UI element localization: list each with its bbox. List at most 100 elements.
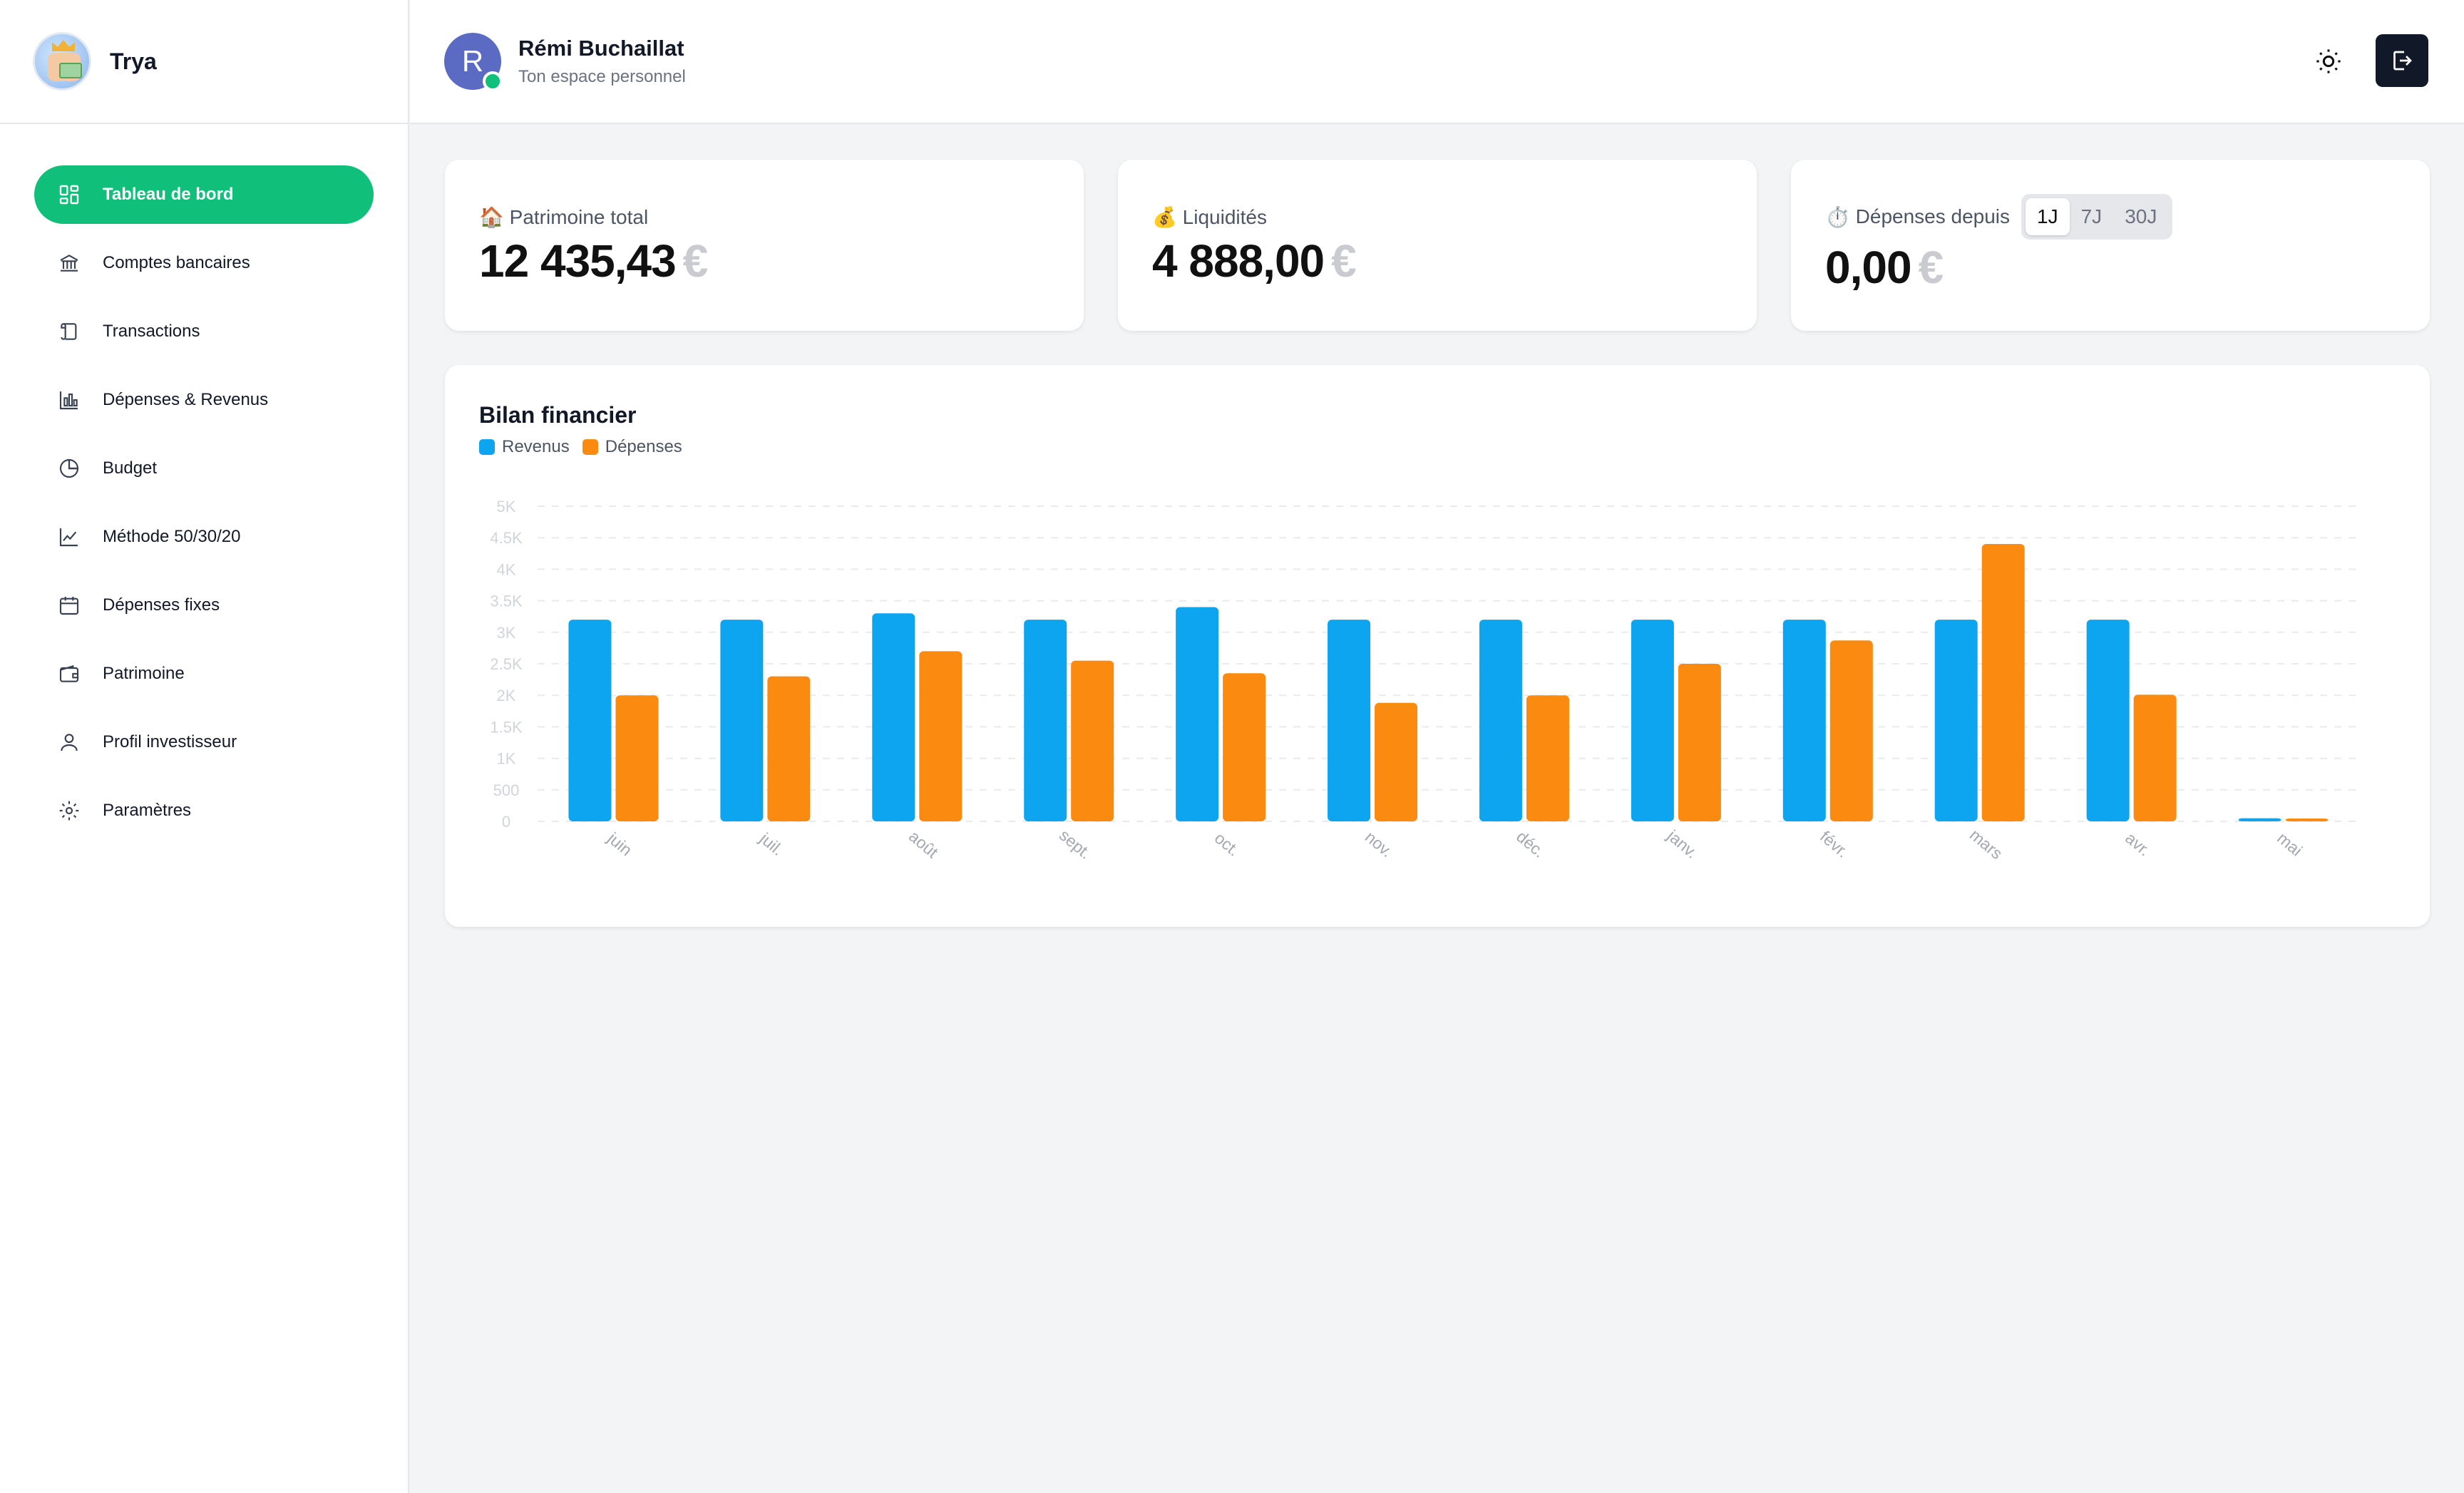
kpi-value: 4 888,00 [1152, 235, 1325, 287]
sidebar-item-label: Patrimoine [103, 664, 185, 683]
sidebar-item-patrimoine[interactable]: Patrimoine [34, 645, 374, 703]
sidebar-item-label: Paramètres [103, 801, 192, 820]
bar-depenses [1375, 702, 1418, 821]
bar-revenus [1631, 620, 1674, 821]
sidebar-item-label: Profil investisseur [103, 732, 237, 751]
stopwatch-emoji-icon: ⏱️ [1825, 205, 1850, 228]
kpi-label-row: 🏠 Patrimoine total [479, 205, 1084, 229]
money-bag-emoji-icon: 💰 [1152, 206, 1177, 228]
top-header: R Rémi Buchaillat Ton espace personnel [410, 0, 2464, 124]
y-tick-label: 1.5K [490, 718, 523, 736]
gear-icon [57, 799, 81, 823]
sidebar-item-label: Transactions [103, 322, 200, 341]
kpi-card-patrimoine: 🏠 Patrimoine total 12 435,43 € [445, 160, 1084, 331]
period-selector: 1J 7J 30J [2021, 194, 2173, 240]
online-status-dot [483, 71, 503, 91]
x-tick-label: juil. [756, 828, 787, 859]
x-tick-label: mai [2274, 828, 2306, 860]
sidebar-item-budget[interactable]: Budget [34, 439, 374, 498]
dashboard-icon [57, 183, 81, 207]
bar-depenses [1829, 640, 1873, 821]
chart-legend: Revenus Dépenses [479, 437, 2430, 457]
logout-icon [2393, 51, 2412, 71]
x-tick-label: août [905, 827, 942, 862]
brand-name: Trya [110, 48, 157, 74]
bar-depenses [919, 651, 962, 821]
bar-revenus [2238, 818, 2281, 821]
bar-revenus [1782, 620, 1826, 821]
house-emoji-icon: 🏠 [479, 206, 504, 228]
bar-revenus [2086, 620, 2130, 821]
period-7j[interactable]: 7J [2080, 205, 2103, 227]
legend-swatch-revenus [479, 439, 495, 455]
sidebar-item-profil-investisseur[interactable]: Profil investisseur [34, 713, 374, 771]
kpi-label: Liquidités [1182, 205, 1267, 228]
calendar-icon [57, 593, 81, 617]
theme-toggle-sun-icon[interactable] [2314, 47, 2343, 76]
sidebar-item-transactions[interactable]: Transactions [34, 302, 374, 361]
sidebar-item-label: Comptes bancaires [103, 253, 250, 272]
bar-revenus [1328, 620, 1371, 821]
y-tick-label: 3K [497, 624, 516, 642]
bar-depenses [1223, 673, 1266, 821]
x-tick-label: déc. [1513, 827, 1549, 861]
bar-depenses [2285, 819, 2329, 821]
sidebar-item-depenses-fixes[interactable]: Dépenses fixes [34, 576, 374, 635]
scroll-icon [57, 319, 81, 344]
avatar-initial: R [461, 44, 484, 78]
x-tick-label: juin [604, 828, 636, 860]
legend-item-revenus[interactable]: Revenus [479, 437, 570, 457]
brand-logo [33, 32, 91, 91]
kpi-value: 0,00 [1825, 242, 1912, 293]
sidebar-nav: Tableau de bord Comptes bancaires Transa… [0, 124, 408, 840]
sidebar-item-tableau-de-bord[interactable]: Tableau de bord [34, 165, 374, 224]
sidebar-item-label: Tableau de bord [103, 185, 234, 204]
kpi-value-row: 0,00 € [1825, 241, 2430, 294]
legend-label: Dépenses [605, 437, 682, 456]
x-tick-label: févr. [1817, 827, 1852, 861]
bar-depenses [615, 695, 659, 821]
legend-item-depenses[interactable]: Dépenses [582, 437, 682, 457]
x-tick-label: janv. [1663, 826, 1701, 862]
bank-icon [57, 251, 81, 275]
kpi-currency: € [682, 235, 709, 287]
user-block: Rémi Buchaillat Ton espace personnel [518, 36, 686, 87]
kpi-value-row: 4 888,00 € [1152, 235, 1757, 287]
legend-swatch-depenses [582, 439, 598, 455]
kpi-label: Dépenses depuis [1855, 205, 2011, 227]
kpi-label-row: ⏱️ Dépenses depuis 1J 7J 30J [1825, 194, 2430, 240]
y-tick-label: 2.5K [490, 655, 523, 673]
bar-revenus [872, 613, 915, 821]
bar-depenses [1071, 660, 1114, 821]
kpi-currency: € [1331, 235, 1357, 287]
bar-revenus [1934, 620, 1978, 821]
period-30j[interactable]: 30J [2125, 205, 2157, 227]
y-tick-label: 2K [497, 687, 516, 704]
bar-chart: 0 500 1K 1.5K 2K 2.5K 3K 3.5K 4K 4.5K 5K juin juil. a… [490, 498, 2359, 863]
sidebar-item-comptes-bancaires[interactable]: Comptes bancaires [34, 234, 374, 292]
sidebar-item-methode-50-30-20[interactable]: Méthode 50/30/20 [34, 508, 374, 566]
kpi-label-row: 💰 Liquidités [1152, 205, 1757, 229]
avatar[interactable]: R [444, 33, 503, 91]
x-tick-label: oct. [1211, 828, 1243, 860]
y-tick-label: 1K [497, 750, 516, 768]
bar-chart-icon [57, 388, 81, 412]
kpi-currency: € [1918, 242, 1944, 293]
sidebar-item-label: Dépenses & Revenus [103, 390, 269, 409]
period-1j[interactable]: 1J [2026, 198, 2070, 235]
sidebar-item-depenses-revenus[interactable]: Dépenses & Revenus [34, 371, 374, 429]
bar-depenses [1981, 544, 2025, 821]
x-tick-label: nov. [1362, 827, 1397, 861]
x-tick-label: sept. [1056, 826, 1095, 863]
bar-depenses [767, 676, 811, 821]
brand[interactable]: Trya [0, 0, 408, 124]
logout-button[interactable] [2376, 34, 2428, 87]
bar-revenus [720, 620, 764, 821]
x-tick-label: avr. [2122, 828, 2154, 860]
sidebar-item-label: Méthode 50/30/20 [103, 527, 241, 546]
bar-revenus [1024, 620, 1067, 821]
kpi-card-liquidites: 💰 Liquidités 4 888,00 € [1118, 160, 1757, 331]
sidebar-item-parametres[interactable]: Paramètres [34, 781, 374, 840]
user-icon [57, 730, 81, 754]
wallet-icon [57, 662, 81, 686]
